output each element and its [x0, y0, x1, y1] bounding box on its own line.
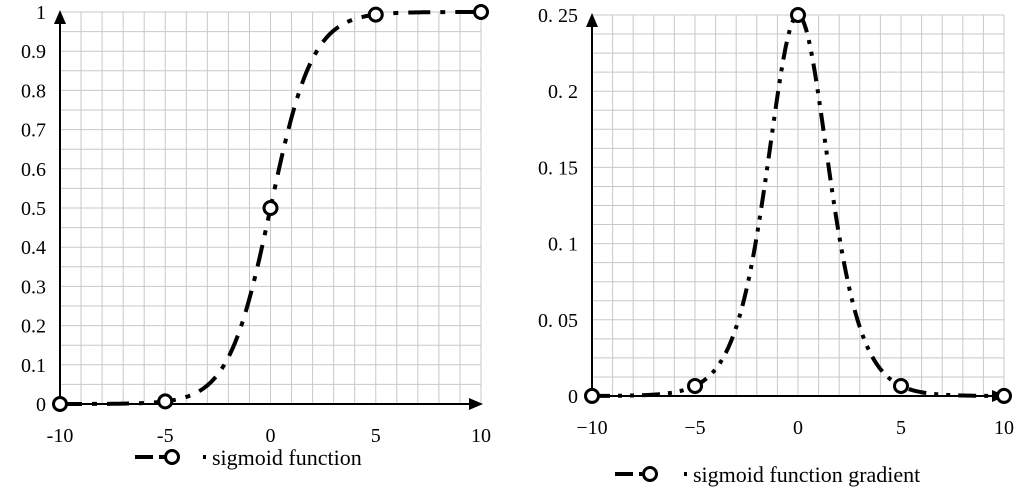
y-tick-label: 1: [36, 2, 46, 24]
y-tick-label: 0: [36, 394, 46, 416]
x-tick-label: −10: [576, 417, 607, 439]
legend-marker: [642, 466, 658, 482]
sigmoid-gradient-chart-markers: [584, 7, 1012, 404]
sigmoid-gradient-chart: −10 −5 0 5 10 0 0. 05 0. 1 0. 15 0. 2 0. 25 sigmo…: [538, 5, 1014, 487]
sigmoid-gradient-legend-label: sigmoid function gradient: [693, 462, 920, 487]
data-point-marker: [584, 387, 600, 404]
x-tick-label: 10: [471, 425, 491, 447]
y-tick-label: 0.7: [21, 120, 46, 142]
y-axis-arrowhead: [54, 10, 66, 24]
x-tick-label: -10: [47, 425, 74, 447]
data-point-marker: [367, 6, 384, 23]
sigmoid-chart-legend: sigmoid function: [135, 445, 362, 470]
x-tick-label: -5: [157, 425, 174, 447]
y-tick-label: 0.1: [21, 355, 46, 377]
sigmoid-gradient-chart-series: [591, 12, 1005, 398]
x-axis-arrowhead: [469, 398, 483, 410]
sigmoid-chart: -10 -5 0 5 10 00.10.20.30.40.50.60.70.80.91 …: [21, 2, 491, 470]
y-tick-label: 0. 25: [538, 5, 578, 27]
y-tick-label: 0.2: [21, 316, 46, 338]
y-axis-arrowhead: [586, 13, 598, 27]
sigmoid-chart-axes: [54, 10, 483, 410]
data-point-marker: [157, 393, 174, 410]
data-point-marker: [473, 4, 489, 21]
y-tick-label: 0.5: [21, 198, 46, 220]
y-tick-label: 0.6: [21, 159, 46, 181]
sigmoid-gradient-chart-axes: [586, 13, 1006, 402]
series-line: [591, 12, 1005, 398]
sigmoid-gradient-chart-x-tick-labels: −10 −5 0 5 10: [576, 417, 1014, 439]
y-tick-label: 0. 1: [548, 234, 578, 256]
sigmoid-chart-grid: [59, 11, 482, 405]
x-tick-label: 5: [371, 425, 381, 447]
sigmoid-gradient-chart-y-tick-labels: 0 0. 05 0. 1 0. 15 0. 2 0. 25: [538, 5, 578, 408]
sigmoid-legend-label: sigmoid function: [212, 445, 362, 470]
y-tick-label: 0.9: [21, 41, 46, 63]
y-tick-label: 0. 15: [538, 157, 578, 179]
sigmoid-legend-swatch: [135, 449, 206, 465]
y-tick-label: 0.8: [21, 80, 46, 102]
data-point-marker: [687, 377, 703, 394]
sigmoid-chart-markers: [52, 4, 489, 412]
y-tick-label: 0. 2: [548, 81, 578, 103]
sigmoid-chart-x-tick-labels: -10 -5 0 5 10: [47, 425, 491, 447]
sigmoid-gradient-chart-grid: [591, 14, 1005, 397]
x-tick-label: 0: [793, 417, 803, 439]
y-tick-label: 0.4: [21, 237, 46, 259]
x-tick-label: 5: [896, 417, 906, 439]
sigmoid-gradient-legend-swatch: [615, 466, 687, 482]
legend-marker: [164, 449, 180, 465]
data-point-marker: [893, 377, 909, 394]
data-point-marker: [996, 387, 1012, 404]
x-tick-label: 10: [994, 417, 1014, 439]
data-point-marker: [262, 200, 279, 216]
y-tick-label: 0. 05: [538, 310, 578, 332]
sigmoid-gradient-chart-legend: sigmoid function gradient: [615, 462, 920, 487]
sigmoid-chart-y-tick-labels: 0 0.1 0.2 0.3 0.4 0.5 0.6 0.7 0.8 0.9 1: [21, 2, 46, 416]
data-point-marker: [52, 395, 68, 412]
x-tick-label: −5: [684, 417, 705, 439]
y-tick-label: 0: [568, 386, 578, 408]
y-tick-label: 0.3: [21, 276, 46, 298]
x-tick-label: 0: [266, 425, 276, 447]
data-point-marker: [790, 7, 806, 23]
